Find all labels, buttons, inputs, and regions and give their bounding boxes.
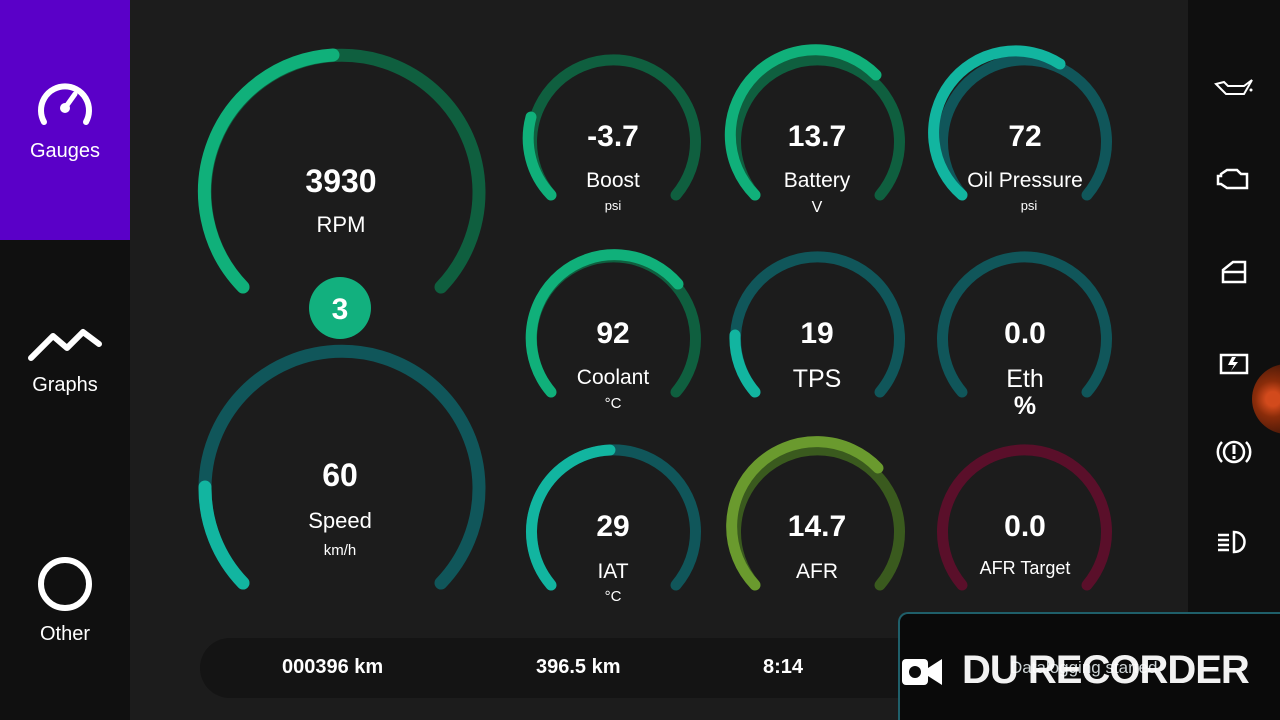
gear-value: 3	[332, 293, 349, 326]
sidebar: Gauges Graphs Other	[0, 0, 130, 720]
afr-gauge[interactable]: 14.7 AFR	[726, 436, 905, 591]
engine-warning-icon[interactable]	[1214, 160, 1254, 200]
boost-value: -3.7	[587, 120, 639, 153]
afr-target-value: 0.0	[1004, 510, 1046, 543]
boost-unit: psi	[605, 198, 622, 213]
nav-other[interactable]: Other	[0, 480, 130, 720]
iat-unit: °C	[605, 588, 622, 605]
rpm-gauge[interactable]: 3930 RPM	[197, 48, 486, 294]
speed-gauge[interactable]: 60 Speed km/h	[198, 344, 486, 590]
boost-label: Boost	[586, 169, 640, 192]
battery-value: 13.7	[788, 120, 846, 153]
circle-icon	[38, 556, 92, 611]
eth-value: 0.0	[1004, 317, 1046, 350]
camera-icon	[902, 659, 942, 685]
nav-graphs[interactable]: Graphs	[0, 240, 130, 480]
tps-label: TPS	[793, 365, 842, 393]
nav-gauges-label: Gauges	[29, 139, 101, 162]
odometer: 000396 km	[282, 656, 384, 678]
coolant-label: Coolant	[577, 366, 650, 389]
gear-indicator: 3	[309, 277, 371, 339]
iat-value: 29	[596, 510, 629, 543]
speed-unit: km/h	[324, 542, 357, 559]
oil-unit: psi	[1021, 198, 1038, 213]
tps-gauge[interactable]: 19 TPS	[729, 251, 905, 398]
headlight-icon[interactable]	[1214, 522, 1254, 562]
speed-value: 60	[322, 457, 358, 493]
afr-target-gauge[interactable]: 0.0 AFR Target	[937, 444, 1112, 591]
battery-gauge[interactable]: 13.7 Battery V	[724, 44, 905, 216]
trip-distance: 396.5 km	[536, 656, 621, 678]
battery-warning-icon[interactable]	[1214, 342, 1254, 382]
speed-label: Speed	[308, 508, 372, 533]
brake-warning-icon[interactable]	[1214, 432, 1254, 472]
nav-graphs-label: Graphs	[32, 373, 98, 396]
coolant-value: 92	[596, 317, 629, 350]
oil-warning-icon[interactable]	[1214, 68, 1254, 108]
eth-unit: %	[1014, 392, 1036, 420]
iat-gauge[interactable]: 29 IAT °C	[526, 444, 701, 605]
boost-gauge[interactable]: -3.7 Boost psi	[522, 54, 701, 213]
tps-value: 19	[800, 317, 833, 350]
battery-unit: V	[812, 199, 823, 216]
oil-label: Oil Pressure	[967, 169, 1083, 192]
nav-gauges[interactable]: Gauges	[0, 0, 130, 240]
battery-label: Battery	[784, 169, 851, 192]
iat-label: IAT	[597, 560, 628, 583]
coolant-gauge[interactable]: 92 Coolant °C	[525, 249, 701, 412]
rpm-value: 3930	[305, 163, 376, 199]
afr-target-label: AFR Target	[980, 558, 1071, 578]
rpm-label: RPM	[317, 212, 366, 237]
afr-value: 14.7	[788, 510, 846, 543]
gauge-icon	[38, 82, 92, 125]
graph-icon	[28, 328, 102, 361]
door-open-icon[interactable]	[1214, 252, 1254, 292]
oil-value: 72	[1008, 120, 1041, 153]
recorder-overlay	[898, 612, 1280, 720]
oil-pressure-gauge[interactable]: 72 Oil Pressure psi	[928, 45, 1112, 213]
recorder-logo: DU RECORDER	[962, 648, 1250, 692]
eth-gauge[interactable]: 0.0 Eth %	[937, 251, 1112, 420]
clock: 8:14	[763, 656, 804, 678]
recorder-status: Datalogging started	[1010, 658, 1158, 677]
nav-other-label: Other	[39, 622, 91, 645]
afr-label: AFR	[796, 560, 838, 583]
eth-label: Eth	[1006, 365, 1044, 393]
coolant-unit: °C	[605, 395, 622, 412]
